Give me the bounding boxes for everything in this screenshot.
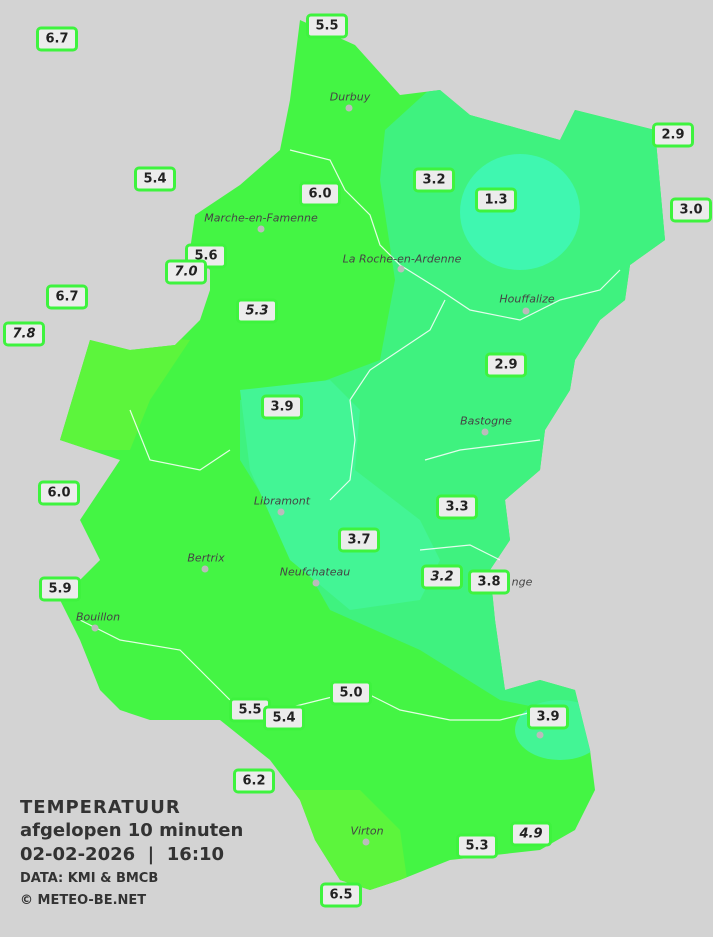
town-bouillon: Bouillon — [75, 610, 121, 624]
station-label: 6.5 — [320, 882, 362, 908]
town-dot — [201, 565, 209, 573]
zone-warmest-west — [60, 330, 190, 450]
station-label: 2.9 — [485, 352, 527, 378]
station-label: 3.0 — [670, 197, 712, 223]
town-la-roche-en-ardenne: La Roche-en-Ardenne — [342, 252, 462, 266]
station-label: 5.5 — [306, 13, 348, 39]
town-dot — [277, 508, 285, 516]
station-label: 7.0 — [165, 259, 207, 285]
town-dot — [257, 225, 265, 233]
town-dot — [397, 265, 405, 273]
town-dot — [522, 307, 530, 315]
station-label: 4.9 — [510, 821, 552, 847]
legend-title: TEMPERATUUR — [20, 797, 181, 818]
station-label: 5.3 — [236, 298, 278, 324]
town-bertrix: Bertrix — [187, 551, 225, 565]
station-label: 1.3 — [475, 187, 517, 213]
town-marche-en-famenne: Marche-en-Famenne — [204, 211, 318, 225]
legend-copyright: © METEO-BE.NET — [20, 893, 147, 908]
legend-source: DATA: KMI & BMCB — [20, 871, 159, 886]
town-dot — [345, 104, 353, 112]
town-partial: nge — [511, 575, 533, 589]
station-label: 2.9 — [652, 122, 694, 148]
station-label: 5.4 — [263, 705, 305, 731]
zone-cool-north — [460, 154, 580, 270]
town-dot — [481, 428, 489, 436]
zone-cool-center — [240, 380, 440, 610]
town-dot — [536, 731, 544, 739]
town-virton: Virton — [350, 824, 384, 838]
town-dot — [312, 579, 320, 587]
map-legend: TEMPERATUUR afgelopen 10 minuten 02-02-2… — [20, 796, 243, 911]
town-neufchateau: Neufchateau — [279, 565, 351, 579]
legend-datetime: 02-02-2026 | 16:10 — [20, 844, 225, 865]
town-houffalize: Houffalize — [499, 292, 555, 306]
station-label: 3.2 — [421, 564, 463, 590]
legend-period: afgelopen 10 minuten — [20, 820, 244, 841]
town-libramont: Libramont — [253, 494, 311, 508]
station-label: 6.7 — [36, 26, 78, 52]
station-label: 5.0 — [330, 680, 372, 706]
station-label: 5.4 — [134, 166, 176, 192]
station-label: 3.3 — [436, 494, 478, 520]
station-label: 5.9 — [39, 576, 81, 602]
station-label: 3.2 — [413, 167, 455, 193]
station-label: 7.8 — [3, 321, 45, 347]
station-label: 6.0 — [299, 181, 341, 207]
town-dot — [362, 838, 370, 846]
station-label: 6.7 — [46, 284, 88, 310]
station-label: 6.0 — [38, 480, 80, 506]
station-label: 6.2 — [233, 768, 275, 794]
town-dot — [91, 624, 99, 632]
station-label: 3.9 — [261, 394, 303, 420]
borders — [79, 149, 621, 721]
station-label: 3.7 — [338, 527, 380, 553]
station-label: 3.9 — [527, 704, 569, 730]
town-durbuy: Durbuy — [329, 90, 371, 104]
station-label: 5.3 — [456, 833, 498, 859]
station-label: 3.8 — [468, 569, 510, 595]
town-bastogne: Bastogne — [460, 414, 512, 428]
